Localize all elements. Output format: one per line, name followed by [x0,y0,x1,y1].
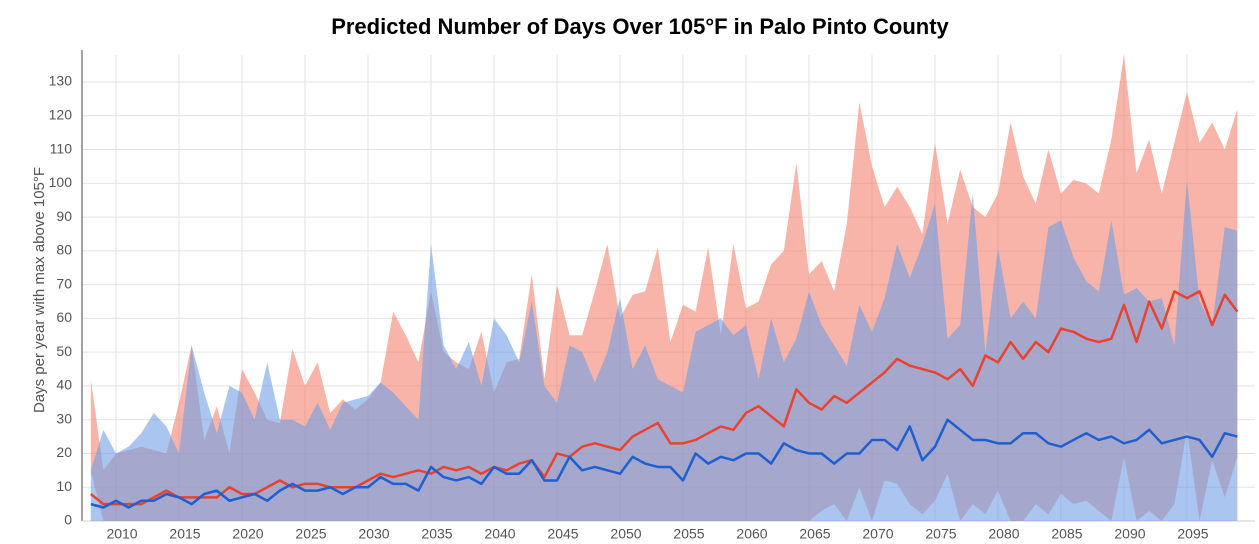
x-tick-label: 2015 [169,526,200,542]
x-tick-label: 2090 [1114,526,1145,542]
y-tick-label: 120 [49,106,73,122]
x-tick-label: 2050 [610,526,641,542]
y-tick-label: 130 [49,73,73,89]
x-tick-label: 2045 [547,526,578,542]
y-tick-label: 0 [64,512,72,528]
x-tick-label: 2075 [925,526,956,542]
y-tick-label: 80 [56,242,72,258]
x-tick-label: 2025 [295,526,326,542]
y-tick-label: 90 [56,208,72,224]
y-tick-label: 70 [56,275,72,291]
x-tick-label: 2070 [862,526,893,542]
x-tick-label: 2020 [232,526,263,542]
series-line [90,418,1238,509]
y-tick-label: 50 [56,343,72,359]
x-tick-label: 2055 [673,526,704,542]
x-tick-label: 2030 [358,526,389,542]
y-tick-label: 100 [49,174,73,190]
y-tick-label: 30 [56,410,72,426]
y-axis-label: Days per year with max above 105°F [31,167,48,413]
y-tick-label: 20 [56,444,72,460]
y-tick-label: 40 [56,377,72,393]
x-tick-label: 2065 [799,526,830,542]
chart-title: Predicted Number of Days Over 105°F in P… [331,14,949,39]
y-tick-label: 60 [56,309,72,325]
band-area [90,179,1238,522]
series-line [90,290,1239,506]
x-tick-label: 2010 [106,526,137,542]
x-tick-label: 2085 [1051,526,1082,542]
x-tick-label: 2095 [1177,526,1208,542]
x-tick-label: 2060 [736,526,767,542]
x-tick-label: 2080 [988,526,1019,542]
x-tick-label: 2035 [421,526,452,542]
x-tick-label: 2040 [484,526,515,542]
y-tick-label: 110 [50,140,73,156]
y-tick-label: 10 [56,478,72,494]
